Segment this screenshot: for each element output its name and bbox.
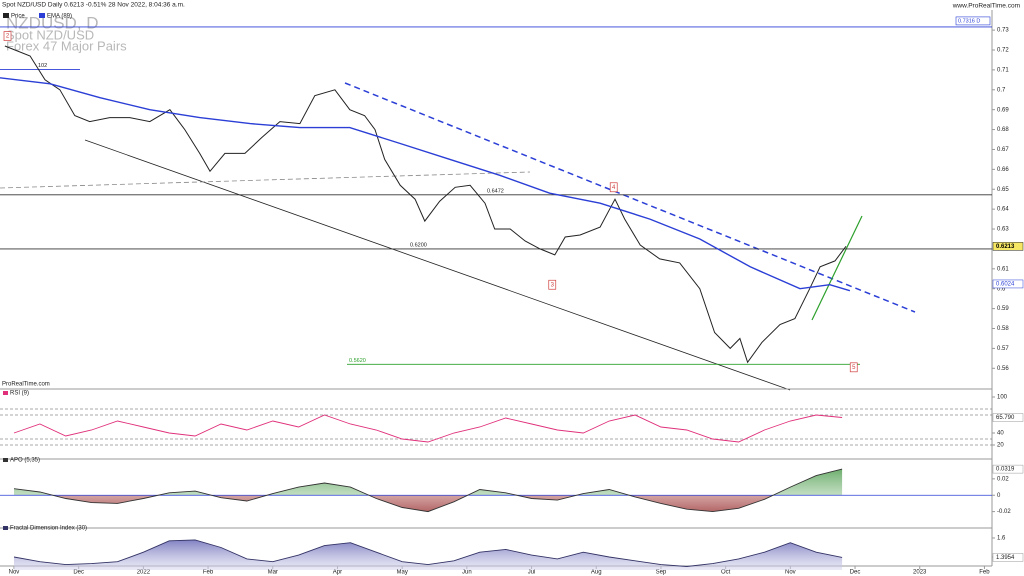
indicator-line bbox=[13, 414, 843, 443]
last-value-label: 65.790 bbox=[996, 415, 1015, 421]
legend-label: EMA (89) bbox=[47, 14, 72, 20]
level-label: 0.5620 bbox=[349, 358, 366, 364]
y-tick-label: 0.56 bbox=[997, 366, 1009, 372]
y-tick-label: 0.65 bbox=[997, 187, 1009, 193]
level-label: 0.6200 bbox=[410, 242, 427, 248]
wave-label: 5 bbox=[852, 365, 856, 371]
last-value-box bbox=[992, 553, 1024, 562]
last-value-box bbox=[992, 464, 1024, 474]
y-tick-label: 0.72 bbox=[997, 48, 1009, 54]
x-tick-label: May bbox=[396, 570, 407, 576]
y-tick-label: 40 bbox=[997, 431, 1004, 437]
y-tick-label: 0.59 bbox=[997, 306, 1009, 312]
y-tick-label: 0.67 bbox=[997, 147, 1009, 153]
x-tick-label: Mar bbox=[268, 570, 278, 576]
y-tick-label: 0.66 bbox=[997, 167, 1009, 173]
level-label: 0.6472 bbox=[487, 188, 504, 194]
up-trend bbox=[811, 215, 863, 321]
x-tick-label: Nov bbox=[9, 570, 20, 576]
x-tick-label: Sep bbox=[656, 570, 667, 576]
y-tick-label: 20 bbox=[997, 443, 1004, 449]
last-value-box bbox=[992, 413, 1024, 422]
x-tick-label: Dec bbox=[73, 570, 84, 576]
y-tick-label: 0.64 bbox=[997, 207, 1009, 213]
y-tick-label: 1.6 bbox=[997, 536, 1006, 542]
wave-box bbox=[609, 182, 618, 193]
level-label: 0.7316 D bbox=[958, 18, 980, 24]
x-tick-label: Oct bbox=[721, 570, 731, 576]
wave-box bbox=[548, 279, 557, 290]
watermark: NZDUSD, D Spot NZD/USD Forex 47 Major Pa… bbox=[6, 13, 127, 53]
panel-title-swatch bbox=[3, 391, 8, 395]
resistance-trend bbox=[344, 82, 916, 313]
level-label: 102 bbox=[38, 63, 47, 69]
legend-swatch bbox=[39, 13, 45, 18]
x-tick-label: 2023 bbox=[913, 570, 927, 576]
x-tick-label: Apr bbox=[333, 570, 342, 576]
wave-box bbox=[849, 362, 858, 373]
mid-trend bbox=[0, 171, 531, 189]
area-below bbox=[13, 495, 843, 512]
wave-label: 2 bbox=[6, 34, 10, 40]
indicator-line bbox=[13, 468, 843, 513]
y-tick-label: 0.61 bbox=[997, 266, 1009, 272]
area bbox=[13, 539, 843, 570]
panel-title: RSI (9) bbox=[10, 391, 29, 397]
last-value-box bbox=[992, 279, 1024, 289]
y-tick-label: -0.02 bbox=[997, 509, 1011, 515]
last-value-label: 0.0319 bbox=[996, 467, 1015, 473]
wave-label: 3 bbox=[551, 282, 555, 288]
wave-box bbox=[3, 31, 12, 41]
x-tick-label: 2022 bbox=[137, 570, 151, 576]
y-tick-label: 100 bbox=[997, 395, 1008, 401]
last-value-label: 0.6213 bbox=[996, 244, 1015, 250]
trend-lines bbox=[0, 82, 916, 391]
indicator-line bbox=[13, 539, 843, 567]
legend-label: Price bbox=[11, 14, 25, 20]
panel-title: APO (5,35) bbox=[10, 458, 40, 464]
y-tick-label: 0.69 bbox=[997, 107, 1009, 113]
panel-title-swatch bbox=[3, 526, 8, 530]
y-tick-label: 0.02 bbox=[997, 476, 1009, 482]
watermark-group: Forex 47 Major Pairs bbox=[6, 38, 127, 53]
y-tick-label: 0.7 bbox=[997, 87, 1006, 93]
y-tick-label: 0.63 bbox=[997, 227, 1009, 233]
x-tick-label: Aug bbox=[591, 570, 602, 576]
y-tick-label: 0.73 bbox=[997, 28, 1009, 34]
x-tick-label: Jun bbox=[462, 570, 472, 576]
header-site: www.ProRealTime.com bbox=[952, 3, 1020, 10]
x-tick-label: Feb bbox=[979, 570, 990, 576]
footer: ProRealTime.com bbox=[2, 382, 50, 388]
x-tick-label: Jul bbox=[528, 570, 536, 576]
x-tick-label: Feb bbox=[203, 570, 214, 576]
level-label-box bbox=[955, 16, 991, 26]
legend-swatch bbox=[3, 13, 9, 18]
header-title: Spot NZD/USD Daily 0.6213 -0.51% 28 Nov … bbox=[2, 2, 185, 9]
last-value-box bbox=[992, 242, 1024, 251]
watermark-name: Spot NZD/USD bbox=[6, 27, 94, 42]
wave-label: 4 bbox=[612, 185, 616, 191]
watermark-symbol: NZDUSD, D bbox=[6, 13, 99, 32]
y-tick-label: 0.58 bbox=[997, 326, 1009, 332]
y-tick-label: 0.6 bbox=[997, 286, 1006, 292]
panel-title-swatch bbox=[3, 458, 8, 462]
x-tick-label: Dec bbox=[850, 570, 861, 576]
y-tick-label: 0 bbox=[997, 493, 1001, 499]
last-value-label: 1.3954 bbox=[996, 555, 1015, 561]
price-line bbox=[0, 77, 851, 292]
y-tick-label: 0.57 bbox=[997, 346, 1009, 352]
panel-title: Fractal Dimension Index (30) bbox=[10, 526, 87, 532]
y-tick-label: 0.68 bbox=[997, 127, 1009, 133]
y-tick-label: 0.71 bbox=[997, 67, 1009, 73]
last-value-label: 0.6024 bbox=[996, 282, 1015, 288]
x-tick-label: Nov bbox=[785, 570, 796, 576]
